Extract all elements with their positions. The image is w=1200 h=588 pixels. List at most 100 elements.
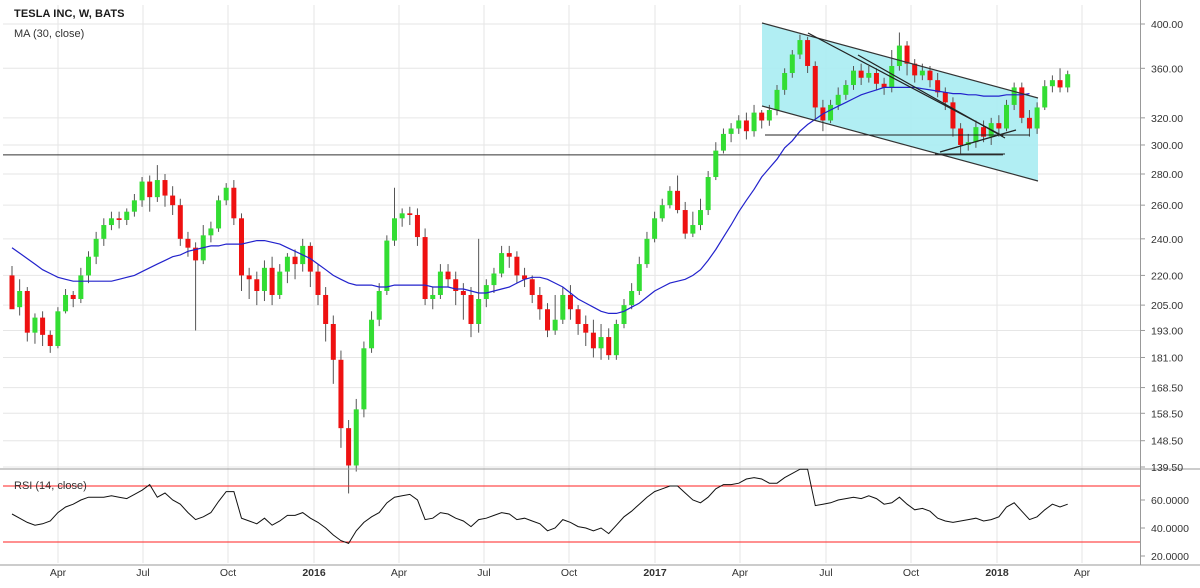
candle-down (759, 112, 765, 121)
candle-up (835, 94, 841, 105)
rsi-tick-label: 40.0000 (1151, 523, 1189, 535)
candle-up (621, 305, 627, 324)
candle-down (996, 123, 1002, 129)
candle-down (529, 279, 535, 295)
candle-up (476, 299, 482, 324)
candle-up (851, 70, 856, 85)
candle-down (575, 309, 581, 324)
candle-up (919, 70, 925, 76)
candle-up (399, 213, 405, 219)
candle-down (162, 180, 168, 196)
candle-down (269, 267, 275, 295)
candle-up (1065, 74, 1071, 88)
candle-up (667, 190, 673, 206)
candle-up (866, 73, 872, 78)
time-tick-label: Apr (732, 567, 749, 579)
candle-down (881, 83, 887, 88)
candle-down (9, 275, 15, 310)
candle-up (369, 319, 375, 349)
price-tick-label: 158.50 (1151, 408, 1183, 420)
price-tick-label: 300.00 (1151, 140, 1183, 152)
candle-down (414, 214, 420, 238)
candle-down (958, 128, 964, 145)
ma-line (11, 86, 1030, 314)
candle-down (445, 271, 451, 280)
candle-up (659, 205, 665, 219)
time-tick-label: 2018 (985, 567, 1009, 579)
candle-down (537, 294, 543, 310)
candle-up (644, 238, 650, 265)
candle-up (17, 290, 23, 308)
candle-up (55, 311, 61, 347)
candle-up (1011, 87, 1017, 105)
candle-up (736, 120, 742, 129)
channel-fill-area (762, 23, 1038, 181)
time-tick-label: Jul (136, 567, 149, 579)
time-tick-label: Jul (477, 567, 490, 579)
candle-down (805, 40, 811, 66)
candle-down (193, 247, 199, 261)
candle-up (392, 218, 397, 241)
candle-down (346, 428, 352, 466)
time-tick-label: 2016 (302, 567, 326, 579)
candle-down (422, 237, 428, 300)
candle-up (483, 285, 489, 300)
candle-up (613, 323, 619, 356)
candle-down (675, 190, 681, 211)
time-tick-label: Oct (561, 567, 577, 579)
candle-up (690, 225, 696, 234)
candle-up (782, 73, 788, 90)
candle-up (108, 218, 114, 226)
candle-up (32, 317, 38, 333)
time-tick-label: 2017 (643, 567, 667, 579)
candle-down (185, 238, 191, 248)
candle-down (942, 92, 948, 103)
candle-down (506, 253, 512, 257)
wedge-inner-trendline (857, 54, 1006, 139)
time-tick-label: Apr (391, 567, 408, 579)
candle-down (950, 102, 956, 129)
candle-up (629, 290, 635, 306)
candle-up (154, 180, 160, 198)
candle-down (522, 275, 528, 280)
candle-up (101, 225, 107, 239)
candle-down (682, 210, 688, 234)
price-tick-label: 193.00 (1151, 325, 1183, 337)
candle-up (797, 40, 803, 55)
candle-up (284, 256, 290, 272)
candle-down (935, 80, 941, 93)
candle-up (560, 294, 566, 320)
candle-down (912, 63, 918, 76)
candle-up (63, 294, 69, 312)
candle-down (147, 181, 153, 198)
chart-title: TESLA INC, W, BATS (14, 8, 125, 20)
rsi-tick-label: 60.0000 (1151, 495, 1189, 507)
candle-up (78, 275, 84, 300)
candle-up (1042, 86, 1048, 108)
candle-down (981, 127, 987, 137)
candle-up (499, 253, 505, 274)
candle-up (552, 319, 558, 331)
candle-up (751, 112, 757, 132)
time-tick-label: Apr (50, 567, 67, 579)
candle-down (545, 309, 550, 331)
candle-up (774, 89, 780, 111)
candle-up (437, 271, 443, 295)
candle-down (460, 290, 466, 295)
candle-up (720, 133, 726, 151)
time-tick-label: Apr (1074, 567, 1091, 579)
time-tick-label: Oct (220, 567, 236, 579)
candle-down (338, 359, 344, 429)
ma-indicator-label: MA (30, close) (14, 28, 85, 40)
candle-down (904, 45, 910, 64)
candle-up (376, 290, 382, 320)
candle-up (131, 200, 137, 212)
candle-up (216, 200, 222, 229)
candle-up (124, 211, 130, 220)
candle-up (843, 84, 849, 95)
candle-down (858, 70, 864, 78)
candle-down (567, 294, 573, 310)
candle-down (330, 323, 336, 360)
candle-down (231, 187, 237, 219)
